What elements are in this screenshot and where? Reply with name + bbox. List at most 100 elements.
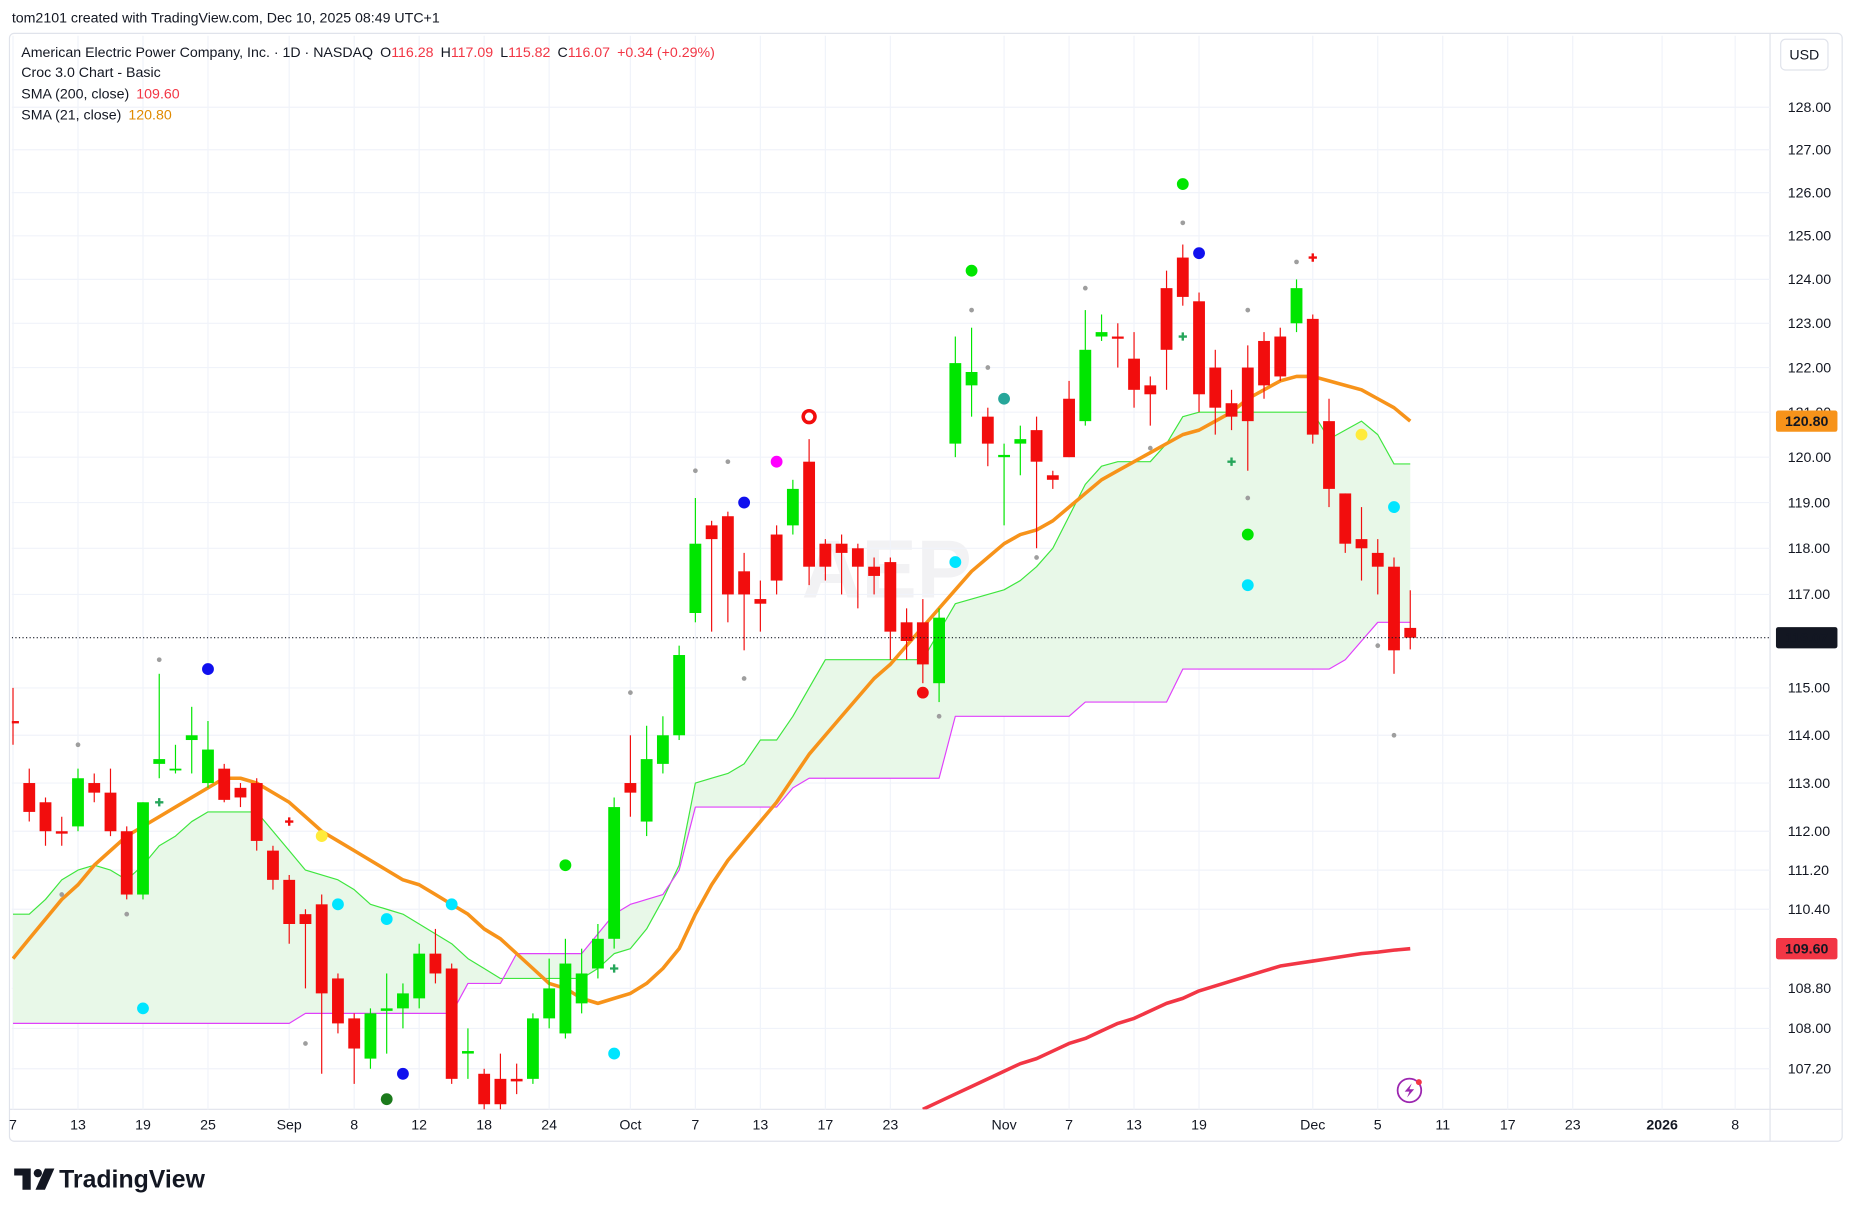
chart-frame [8,32,1843,1142]
indicator-name: Croc 3.0 Chart - Basic [21,65,160,81]
candle-body [591,938,604,969]
signal-dot [628,690,633,696]
x-tick-label: 12 [411,1117,427,1133]
candle-body [413,953,426,999]
signal-dot [1388,501,1400,514]
candle-body [1355,539,1368,549]
y-tick-label: 107.20 [1788,1061,1831,1077]
candle-body [608,807,621,939]
currency[interactable]: USD [1789,47,1819,63]
candle-body [1079,349,1092,422]
x-tick-label: 5 [1374,1117,1382,1133]
y-tick-label: 119.00 [1788,495,1830,511]
candle-body [721,516,734,595]
currency-button[interactable] [1780,38,1829,71]
candle-body [754,599,767,604]
signal-dot [1082,285,1088,291]
candle-body [153,759,166,764]
candle-body [1339,493,1352,544]
y-tick-label: 124.00 [1788,272,1831,288]
ohlc-key: C [558,45,568,61]
candle-body [11,721,19,724]
candle-body [916,622,929,665]
ohlc-key: H [441,45,451,61]
candle-body [104,792,117,832]
candle-body [250,783,263,841]
ohlc-value: 117.09 [451,45,493,61]
legend-label: SMA (200, close) [21,86,129,102]
signal-dot [303,1041,308,1046]
x-tick-label: 18 [476,1117,492,1133]
candle-body [185,735,198,741]
signal-dot [1241,579,1254,592]
candle-body [884,562,897,632]
y-tick-label: 115.00 [1788,681,1830,697]
candle-body [429,953,442,974]
x-tick-label: 13 [752,1117,768,1133]
x-tick-label: 17 [817,1117,833,1133]
last-price-badge-bg [1775,627,1838,649]
signal-dot [770,455,783,468]
signal-dot [445,898,458,911]
x-tick-label: 25 [200,1117,216,1133]
x-tick-label: 19 [1191,1117,1207,1133]
lower-band [13,621,1411,1024]
signal-dot [202,663,214,676]
candle-body [1046,475,1059,480]
legend-value: 109.60 [136,86,179,102]
candle-body [462,1051,474,1054]
candle-body [364,1013,377,1059]
x-tick-label: 17 [1500,1117,1516,1133]
x-tick-label: 2026 [1646,1117,1678,1133]
signal-dot [1355,428,1368,441]
candle-body [1128,358,1140,390]
signal-dot [315,830,328,842]
signal-dot [1245,495,1251,501]
x-tick-label: 7 [9,1117,17,1133]
candle-body [23,783,36,812]
candle-body [1274,336,1287,377]
candle-body [445,968,458,1079]
legend-sma200: SMA (200, close) 109.60 [21,86,179,102]
legend-label: SMA (21, close) [21,108,121,124]
candle-body [1193,301,1205,395]
candle-body [673,655,686,736]
candle-body [851,548,864,567]
candle-body [575,973,588,1004]
candle-body [1241,367,1254,422]
x-tick-label: 23 [882,1117,898,1133]
signal-dot [1375,643,1381,649]
legend-value: 120.80 [128,108,171,124]
signal-dot [380,913,393,925]
candle-body [299,914,312,925]
candle-body [819,543,832,567]
candle-body [1209,367,1222,408]
last-price-badge: 116.07 [1785,630,1828,646]
signal-dot [738,496,751,509]
candle-body [234,787,247,798]
signal-cross [155,798,164,807]
signal-dot [1294,259,1299,265]
band-fill [13,412,1411,1024]
signal-dot [156,657,162,663]
signal-dot [969,307,974,313]
candle-body [1111,336,1124,339]
candle-body [705,525,718,540]
y-tick-label: 128.00 [1788,100,1831,116]
plot-area [11,178,1771,1110]
candle-body [559,963,572,1034]
ohlc-key: O [380,45,391,61]
lightning-icon[interactable] [1396,1077,1423,1104]
x-tick-label: Sep [277,1117,302,1133]
x-tick-label: 23 [1565,1117,1581,1133]
candle-body [1160,288,1173,350]
signal-dot [332,898,344,911]
signal-dot [725,459,731,465]
x-tick-label: 11 [1435,1117,1450,1133]
ohlc-value: 116.28 [391,45,433,61]
logo: TradingView [59,1166,205,1193]
candle-body [494,1078,507,1105]
signal-dot [916,686,929,699]
sma-line [11,374,1412,1006]
